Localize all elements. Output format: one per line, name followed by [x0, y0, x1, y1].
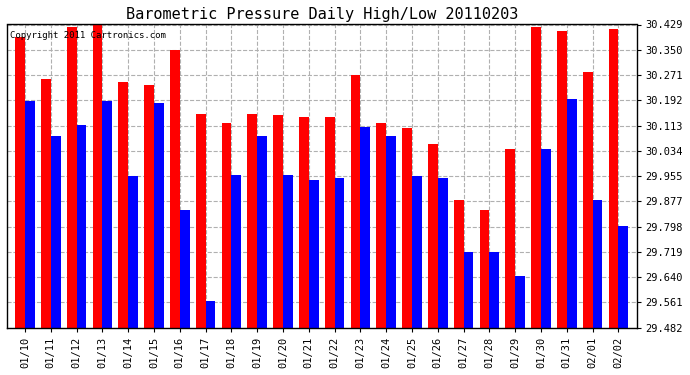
Bar: [583, 72, 593, 328]
Bar: [506, 149, 515, 328]
Bar: [180, 210, 190, 328]
Bar: [360, 127, 371, 328]
Bar: [557, 31, 567, 328]
Bar: [412, 176, 422, 328]
Bar: [609, 29, 618, 328]
Bar: [257, 136, 267, 328]
Bar: [170, 50, 180, 328]
Bar: [335, 178, 344, 328]
Bar: [489, 252, 500, 328]
Bar: [206, 301, 215, 328]
Bar: [128, 176, 138, 328]
Bar: [515, 276, 525, 328]
Bar: [567, 99, 577, 328]
Bar: [51, 136, 61, 328]
Bar: [480, 210, 489, 328]
Bar: [196, 114, 206, 328]
Bar: [15, 37, 25, 328]
Bar: [454, 200, 464, 328]
Bar: [402, 128, 412, 328]
Bar: [221, 123, 231, 328]
Bar: [428, 144, 438, 328]
Bar: [77, 125, 86, 328]
Bar: [102, 101, 112, 328]
Bar: [351, 75, 360, 328]
Bar: [377, 123, 386, 328]
Bar: [531, 27, 541, 328]
Bar: [92, 21, 102, 328]
Bar: [309, 180, 319, 328]
Bar: [325, 117, 335, 328]
Bar: [438, 178, 448, 328]
Bar: [41, 79, 51, 328]
Bar: [464, 252, 473, 328]
Bar: [283, 175, 293, 328]
Bar: [144, 85, 154, 328]
Bar: [618, 226, 629, 328]
Text: Copyright 2011 Cartronics.com: Copyright 2011 Cartronics.com: [10, 31, 166, 40]
Bar: [67, 27, 77, 328]
Bar: [593, 200, 602, 328]
Bar: [248, 114, 257, 328]
Bar: [231, 175, 241, 328]
Bar: [541, 149, 551, 328]
Bar: [154, 103, 164, 328]
Bar: [273, 116, 283, 328]
Bar: [299, 117, 309, 328]
Title: Barometric Pressure Daily High/Low 20110203: Barometric Pressure Daily High/Low 20110…: [126, 7, 518, 22]
Bar: [386, 136, 396, 328]
Bar: [25, 101, 34, 328]
Bar: [119, 82, 128, 328]
